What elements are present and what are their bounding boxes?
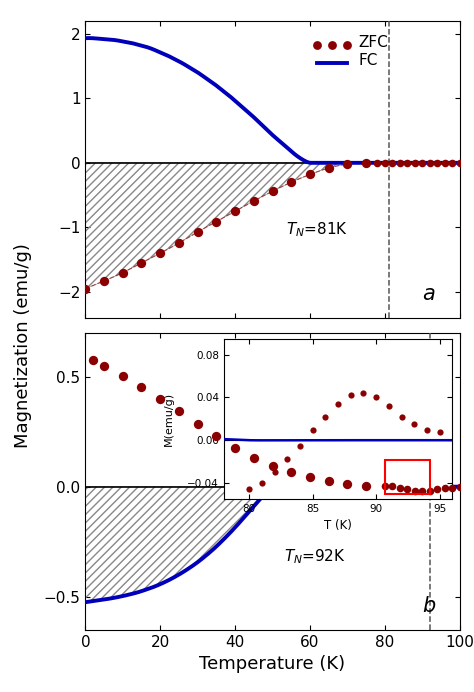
Point — [381, 480, 389, 491]
Point — [374, 157, 381, 168]
Point — [287, 176, 295, 188]
Point — [175, 406, 182, 417]
Bar — [385, 460, 430, 494]
Point — [456, 157, 464, 168]
Point — [419, 157, 426, 168]
Point — [362, 480, 370, 491]
Text: FC: FC — [359, 53, 378, 68]
Point — [119, 370, 127, 381]
Text: $T_N$=92K: $T_N$=92K — [284, 547, 346, 566]
Point — [389, 481, 396, 492]
Point — [137, 381, 145, 392]
Point — [82, 283, 89, 294]
Point — [269, 460, 276, 471]
Point — [89, 354, 97, 365]
Point — [269, 185, 276, 197]
Point — [362, 157, 370, 168]
Point — [434, 484, 441, 495]
Point — [396, 482, 404, 493]
Point — [344, 158, 351, 170]
Text: $T_N$=81K: $T_N$=81K — [286, 221, 348, 239]
Point — [381, 157, 389, 168]
Point — [448, 482, 456, 493]
Point — [411, 157, 419, 168]
Point — [306, 169, 314, 180]
X-axis label: Temperature (K): Temperature (K) — [200, 655, 346, 673]
Text: Magnetization (emu/g): Magnetization (emu/g) — [14, 244, 32, 448]
Point — [389, 157, 396, 168]
Point — [441, 483, 448, 494]
Point — [212, 216, 220, 227]
Point — [287, 467, 295, 478]
Point — [100, 275, 108, 286]
Point — [411, 485, 419, 496]
Point — [441, 157, 448, 168]
Point — [250, 453, 257, 464]
Point — [325, 475, 332, 486]
Point — [194, 226, 201, 237]
Point — [156, 248, 164, 259]
Point — [344, 39, 351, 51]
Point — [194, 419, 201, 430]
Point — [314, 39, 321, 51]
Text: b: b — [422, 596, 436, 616]
Point — [250, 195, 257, 206]
Point — [100, 361, 108, 372]
Point — [434, 157, 441, 168]
Point — [156, 393, 164, 404]
Point — [448, 157, 456, 168]
Point — [403, 483, 411, 494]
Point — [403, 157, 411, 168]
Point — [175, 237, 182, 248]
Text: a: a — [422, 284, 435, 304]
Point — [328, 39, 336, 51]
Point — [419, 486, 426, 497]
Point — [344, 478, 351, 489]
Point — [306, 472, 314, 483]
Point — [231, 443, 239, 454]
Point — [396, 157, 404, 168]
Point — [137, 257, 145, 268]
Point — [119, 267, 127, 278]
Point — [426, 157, 434, 168]
Point — [456, 482, 464, 493]
Point — [426, 485, 434, 496]
Point — [325, 163, 332, 174]
Point — [212, 430, 220, 441]
Text: ZFC: ZFC — [359, 35, 388, 50]
Point — [231, 206, 239, 217]
